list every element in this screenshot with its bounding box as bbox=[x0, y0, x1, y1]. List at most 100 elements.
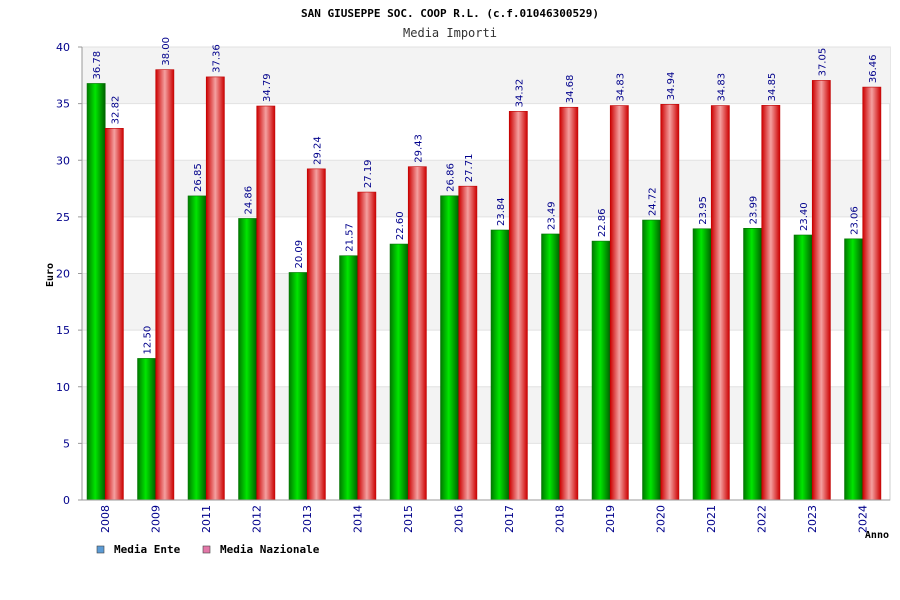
value-label-media-ente-2022: 23.99 bbox=[749, 196, 760, 225]
chart-title: SAN GIUSEPPE SOC. COOP R.L. (c.f.0104630… bbox=[301, 7, 599, 20]
legend-swatch-media-nazionale bbox=[202, 545, 211, 554]
bar-media-nazionale-2008 bbox=[104, 128, 124, 501]
bars bbox=[86, 69, 882, 501]
bar-media-ente-2009 bbox=[137, 358, 157, 501]
bar-media-ente-2014 bbox=[339, 255, 359, 501]
value-label-media-nazionale-2020: 34.94 bbox=[666, 72, 677, 101]
x-tick-label-2008: 2008 bbox=[99, 505, 112, 533]
y-axis-ticks: 0 5 10 15 20 25 30 35 40 bbox=[56, 41, 82, 507]
value-label-media-nazionale-2022: 34.85 bbox=[767, 73, 778, 102]
value-label-media-nazionale-2008: 32.82 bbox=[110, 96, 121, 125]
value-label-media-ente-2023: 23.40 bbox=[799, 202, 810, 231]
bar-media-ente-2023 bbox=[793, 234, 813, 501]
value-label-media-nazionale-2023: 37.05 bbox=[817, 48, 828, 77]
legend-swatch-media-ente bbox=[96, 545, 105, 554]
x-tick-label-2019: 2019 bbox=[604, 505, 617, 533]
bar-media-nazionale-2018 bbox=[559, 106, 579, 501]
bar-media-nazionale-2014 bbox=[357, 191, 377, 501]
x-tick-label-2015: 2015 bbox=[402, 505, 415, 533]
value-label-media-nazionale-2014: 27.19 bbox=[363, 159, 374, 188]
legend: Media Ente Media Nazionale bbox=[96, 543, 320, 556]
value-label-media-ente-2017: 23.84 bbox=[496, 197, 507, 226]
bar-media-ente-2016 bbox=[440, 195, 460, 501]
value-label-media-ente-2014: 21.57 bbox=[345, 223, 356, 252]
bar-media-ente-2021 bbox=[692, 228, 712, 501]
bar-media-nazionale-2016 bbox=[458, 185, 478, 501]
x-tick-label-2012: 2012 bbox=[251, 505, 264, 533]
bar-media-nazionale-2023 bbox=[811, 80, 831, 501]
value-label-media-ente-2015: 22.60 bbox=[395, 211, 406, 240]
value-label-media-nazionale-2011: 37.36 bbox=[211, 44, 222, 73]
chart-subtitle: Media Importi bbox=[403, 26, 497, 40]
bar-media-nazionale-2024 bbox=[862, 86, 882, 501]
bar-media-nazionale-2011 bbox=[205, 76, 225, 501]
value-label-media-nazionale-2018: 34.68 bbox=[565, 75, 576, 104]
legend-label-media-nazionale: Media Nazionale bbox=[220, 543, 320, 556]
value-label-media-nazionale-2016: 27.71 bbox=[464, 154, 475, 183]
value-label-media-nazionale-2013: 29.24 bbox=[312, 136, 323, 165]
x-tick-label-2018: 2018 bbox=[554, 505, 567, 533]
bar-media-nazionale-2019 bbox=[609, 105, 629, 501]
y-tick-label: 25 bbox=[56, 211, 70, 224]
bar-media-ente-2017 bbox=[490, 229, 510, 501]
bar-media-ente-2018 bbox=[541, 233, 561, 501]
value-label-media-ente-2020: 24.72 bbox=[648, 187, 659, 216]
y-tick-label: 20 bbox=[56, 268, 70, 281]
value-label-media-ente-2009: 12.50 bbox=[143, 326, 154, 355]
bar-media-ente-2024 bbox=[844, 238, 864, 501]
bar-media-nazionale-2009 bbox=[155, 69, 175, 501]
value-label-media-ente-2024: 23.06 bbox=[850, 206, 861, 235]
x-tick-label-2013: 2013 bbox=[301, 505, 314, 533]
bar-media-nazionale-2013 bbox=[306, 168, 326, 501]
bar-media-nazionale-2022 bbox=[761, 105, 781, 501]
value-label-media-ente-2013: 20.09 bbox=[294, 240, 305, 269]
x-tick-label-2009: 2009 bbox=[150, 505, 163, 533]
y-tick-label: 10 bbox=[56, 381, 70, 394]
value-labels: 36.78 32.82 12.50 38.00 26.85 37.36 24.86 34.79… bbox=[92, 37, 879, 354]
value-label-media-ente-2019: 22.86 bbox=[597, 208, 608, 237]
bar-media-nazionale-2021 bbox=[710, 105, 730, 501]
value-label-media-nazionale-2024: 36.46 bbox=[868, 54, 879, 83]
value-label-media-nazionale-2009: 38.00 bbox=[161, 37, 172, 66]
bar-media-ente-2019 bbox=[591, 240, 611, 501]
value-label-media-ente-2012: 24.86 bbox=[244, 186, 255, 215]
value-label-media-ente-2016: 26.86 bbox=[446, 163, 457, 192]
bar-media-ente-2020 bbox=[642, 219, 662, 501]
x-axis-title: Anno bbox=[865, 530, 889, 541]
value-label-media-nazionale-2021: 34.83 bbox=[716, 73, 727, 102]
value-label-media-ente-2021: 23.95 bbox=[698, 196, 709, 225]
legend-label-media-ente: Media Ente bbox=[114, 543, 181, 556]
bar-media-ente-2012 bbox=[238, 218, 258, 501]
y-tick-label: 40 bbox=[56, 41, 70, 54]
bar-media-ente-2013 bbox=[288, 272, 308, 501]
bar-media-ente-2022 bbox=[743, 228, 763, 501]
bar-media-ente-2015 bbox=[389, 243, 409, 501]
value-label-media-nazionale-2017: 34.32 bbox=[514, 79, 525, 108]
value-label-media-nazionale-2015: 29.43 bbox=[413, 134, 424, 163]
y-tick-label: 35 bbox=[56, 98, 70, 111]
x-tick-label-2016: 2016 bbox=[453, 505, 466, 533]
y-tick-label: 15 bbox=[56, 324, 70, 337]
bar-media-ente-2008 bbox=[86, 83, 106, 501]
bar-media-nazionale-2017 bbox=[508, 111, 528, 501]
value-label-media-nazionale-2019: 34.83 bbox=[615, 73, 626, 102]
x-tick-label-2011: 2011 bbox=[200, 505, 213, 533]
y-tick-label: 30 bbox=[56, 154, 70, 167]
x-tick-label-2023: 2023 bbox=[806, 505, 819, 533]
value-label-media-nazionale-2012: 34.79 bbox=[262, 73, 273, 102]
bar-media-nazionale-2020 bbox=[660, 104, 680, 501]
y-tick-label: 0 bbox=[63, 494, 70, 507]
x-tick-label-2014: 2014 bbox=[352, 505, 365, 533]
y-axis-title: Euro bbox=[45, 263, 56, 287]
y-tick-label: 5 bbox=[63, 437, 70, 450]
bar-media-nazionale-2012 bbox=[256, 105, 276, 501]
x-tick-label-2017: 2017 bbox=[503, 505, 516, 533]
bar-media-ente-2011 bbox=[187, 195, 207, 501]
value-label-media-ente-2018: 23.49 bbox=[547, 201, 558, 230]
x-tick-label-2021: 2021 bbox=[705, 505, 718, 533]
x-axis-ticks: 2008 2009 2011 2012 2013 2014 2015 2016 2017 2018… bbox=[99, 505, 870, 533]
x-tick-label-2022: 2022 bbox=[756, 505, 769, 533]
x-tick-label-2024: 2024 bbox=[857, 505, 870, 533]
x-tick-label-2020: 2020 bbox=[655, 505, 668, 533]
